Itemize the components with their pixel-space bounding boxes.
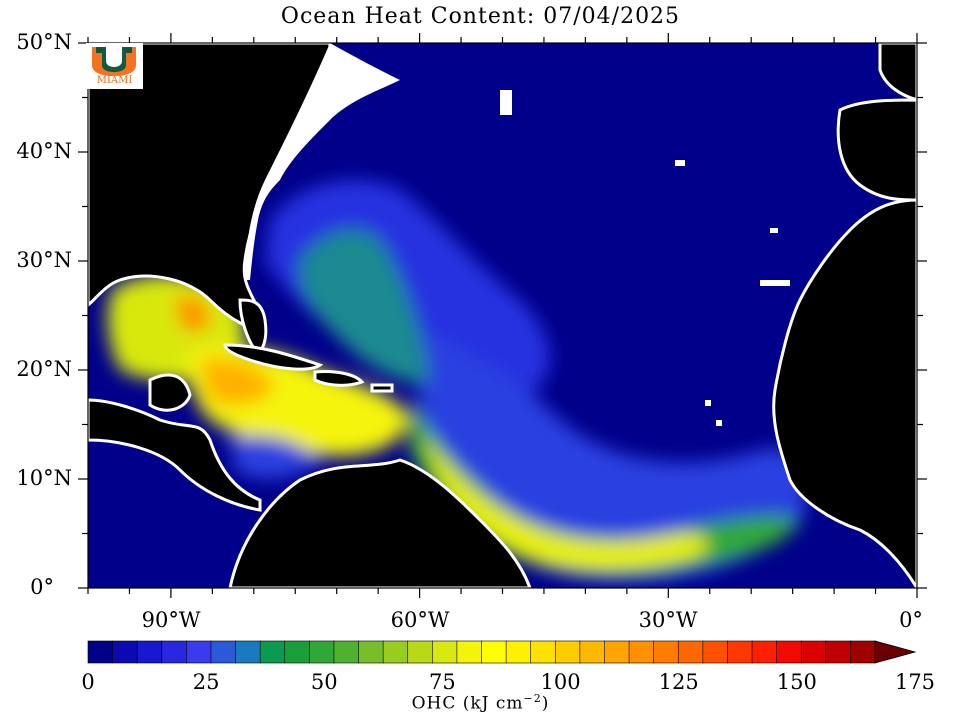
colorbar-tick-label: 0 bbox=[81, 670, 95, 694]
coastal-mask bbox=[245, 43, 790, 426]
axis-ticks bbox=[78, 33, 927, 598]
colorbar-swatch bbox=[407, 640, 434, 664]
miami-logo: MIAMI bbox=[86, 43, 143, 89]
colorbar-swatch bbox=[530, 640, 557, 664]
colorbar-swatch bbox=[309, 640, 335, 664]
lat-label-20n: 20°N bbox=[16, 357, 72, 381]
colorbar-tick-label: 75 bbox=[429, 670, 456, 694]
colorbar-tick-label: 150 bbox=[776, 670, 817, 694]
colorbar-tick-label: 25 bbox=[192, 670, 220, 694]
land bbox=[88, 43, 917, 588]
lon-label-90w: 90°W bbox=[141, 608, 201, 632]
lat-label-0: 0° bbox=[30, 575, 54, 599]
colorbar-overflow-arrow bbox=[874, 640, 917, 664]
colorbar-swatch bbox=[800, 640, 827, 664]
colorbar-swatch bbox=[235, 640, 261, 664]
colorbar-swatch bbox=[481, 640, 507, 664]
colorbar-swatch bbox=[333, 640, 360, 664]
colorbar-swatch bbox=[604, 640, 630, 664]
colorbar-tick-label: 175 bbox=[894, 670, 936, 694]
colorbar-swatch bbox=[358, 640, 384, 664]
colorbar-tick-label: 100 bbox=[540, 670, 581, 694]
map-title: Ocean Heat Content: 07/04/2025 bbox=[280, 4, 681, 29]
colorbar bbox=[87, 640, 917, 664]
lat-label-50n: 50°N bbox=[16, 30, 72, 54]
lon-label-30w: 30°W bbox=[638, 608, 698, 632]
lon-label-0: 0° bbox=[899, 608, 923, 632]
colorbar-swatch bbox=[505, 640, 532, 664]
colorbar-swatch bbox=[259, 640, 286, 664]
logo-text: MIAMI bbox=[96, 75, 133, 86]
colorbar-swatch bbox=[161, 640, 188, 664]
colorbar-title-main: OHC (kJ cm bbox=[411, 693, 524, 714]
colorbar-swatch bbox=[382, 640, 409, 664]
colorbar-swatch bbox=[776, 640, 803, 664]
colorbar-swatch bbox=[677, 640, 704, 664]
u-logo-icon bbox=[92, 47, 136, 76]
colorbar-swatch bbox=[653, 640, 680, 664]
colorbar-swatch bbox=[579, 640, 606, 664]
colorbar-swatch bbox=[628, 640, 655, 664]
colorbar-swatch bbox=[850, 640, 876, 664]
colorbar-swatch bbox=[825, 640, 852, 664]
colorbar-swatch bbox=[554, 640, 581, 664]
ohc-field bbox=[107, 180, 808, 581]
lat-label-40n: 40°N bbox=[16, 139, 72, 163]
colorbar-swatch bbox=[112, 640, 138, 664]
colorbar-swatch bbox=[432, 640, 458, 664]
colorbar-title-end: ) bbox=[541, 693, 550, 714]
lat-label-10n: 10°N bbox=[16, 466, 72, 490]
colorbar-swatch bbox=[136, 640, 163, 664]
colorbar-swatch bbox=[727, 640, 753, 664]
colorbar-swatch bbox=[751, 640, 778, 664]
colorbar-swatch bbox=[284, 640, 311, 664]
lon-label-60w: 60°W bbox=[390, 608, 450, 632]
lat-label-30n: 30°N bbox=[16, 248, 72, 272]
colorbar-swatch bbox=[186, 640, 212, 664]
colorbar-swatch bbox=[456, 640, 483, 664]
colorbar-swatch bbox=[210, 640, 237, 664]
colorbar-swatch bbox=[87, 640, 114, 664]
colorbar-title: OHC (kJ cm−2) bbox=[0, 692, 961, 714]
colorbar-tick-label: 50 bbox=[310, 670, 338, 694]
colorbar-title-exponent: −2 bbox=[523, 692, 542, 705]
colorbar-swatch bbox=[702, 640, 729, 664]
colorbar-tick-label: 125 bbox=[658, 670, 699, 694]
